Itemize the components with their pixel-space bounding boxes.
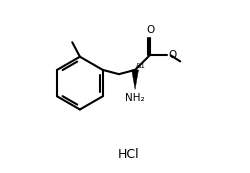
Polygon shape — [132, 70, 138, 89]
Text: O: O — [168, 50, 176, 60]
Text: &1: &1 — [136, 63, 146, 69]
Text: NH₂: NH₂ — [125, 93, 145, 103]
Text: HCl: HCl — [118, 148, 139, 161]
Text: O: O — [146, 25, 154, 35]
